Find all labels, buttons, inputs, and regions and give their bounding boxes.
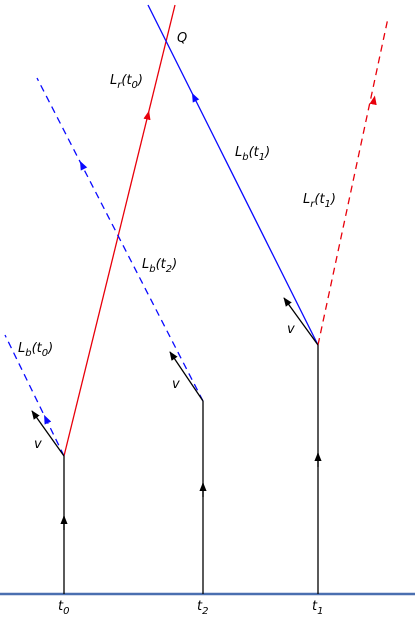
label-q: Q (177, 31, 187, 46)
v-vector-t1 (283, 297, 319, 346)
label-v-t2: v (172, 377, 180, 392)
blue-dashed-lb-t0-arrow (44, 414, 52, 425)
blue-line-lb-t1 (147, 4, 319, 346)
red-dashed-lr-t1 (317, 17, 389, 346)
label-lb-t1: Lb(t1) (235, 145, 270, 163)
v-vector-t2 (169, 351, 204, 402)
label-v-t1: v (287, 322, 295, 337)
tick-label-t0: t0 (58, 599, 69, 617)
red-line-lr-t0-arrow (143, 110, 151, 121)
label-lb-t0: Lb(t0) (18, 341, 53, 359)
label-lr-t1: Lr(t1) (303, 192, 336, 210)
red-line-lr-t0 (63, 4, 176, 457)
label-lr-t0: Lr(t0) (110, 73, 143, 91)
tick-label-t2: t2 (197, 599, 208, 617)
blue-dashed-lb-t2-arrow (79, 160, 88, 171)
v-vector-t0 (31, 410, 65, 457)
red-dashed-lr-t1-arrow (369, 95, 377, 106)
label-v-t0: v (34, 437, 42, 452)
blue-dashed-lb-t0 (4, 334, 65, 457)
blue-line-lb-t1-arrow (191, 92, 200, 103)
blue-dashed-lb-t2 (36, 77, 204, 402)
tick-label-t1: t1 (312, 599, 323, 617)
label-lb-t2: Lb(t2) (142, 257, 177, 275)
